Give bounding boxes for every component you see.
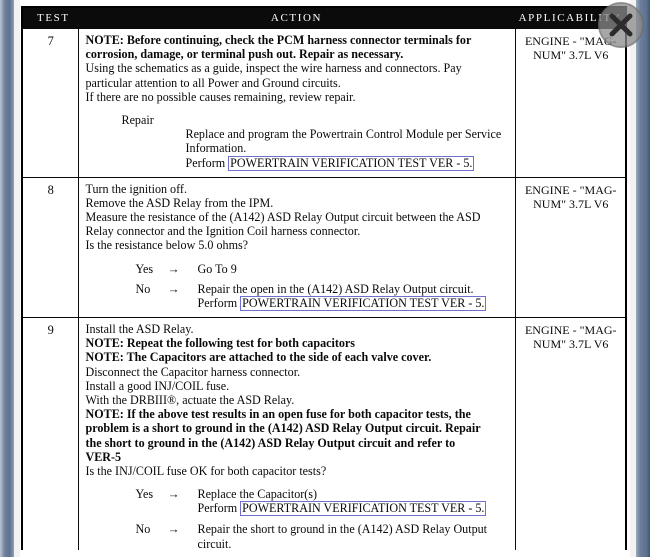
perform-label: Perform <box>197 501 238 516</box>
answer-text-block: Repair the short to ground in the (A142)… <box>198 522 509 550</box>
action-line: Disconnect the Capacitor harness connect… <box>85 364 301 379</box>
arrow-icon: → <box>167 261 180 276</box>
test-number-cell: 7 <box>21 28 79 178</box>
action-line: corrosion, damage, or terminal push out.… <box>85 47 404 62</box>
applicability-line: NUM" 3.7L V6 <box>533 197 609 212</box>
applicability-line: ENGINE - "MAG- <box>524 34 617 48</box>
perform-line: Perform POWERTRAIN VERIFICATION TEST VER… <box>185 155 509 171</box>
answer-text: Replace the Capacitor(s) <box>197 487 318 502</box>
repair-label: Repair <box>121 113 154 128</box>
action-line: If there are no possible causes remainin… <box>85 89 356 104</box>
action-line: Turn the ignition off. <box>85 181 187 196</box>
repair-line: Replace and program the Powertrain Contr… <box>185 127 502 142</box>
applicability-line: NUM" 3.7L V6 <box>533 48 609 63</box>
action-line: NOTE: If the above test results in an op… <box>85 407 471 422</box>
perform-line: Perform POWERTRAIN VERIFICATION TEST VER… <box>197 501 509 517</box>
answer-yes-row: Yes → Go To 9 <box>136 262 509 276</box>
action-line: VER-5 <box>85 449 122 464</box>
perform-label: Perform <box>185 155 226 170</box>
vertical-spacer <box>86 104 509 113</box>
action-line: Relay connector and the Ignition Coil ha… <box>85 224 361 239</box>
action-cell: Turn the ignition off. Remove the ASD Re… <box>77 176 516 319</box>
action-line: Using the schematics as a guide, inspect… <box>85 61 462 76</box>
test-number-cell: 8 <box>21 176 79 319</box>
right-margin-gap <box>630 0 636 557</box>
arrow-icon: → <box>167 281 180 296</box>
table-header: TEST ACTION APPLICABILITY <box>22 7 626 29</box>
answer-no-row: No → Repair the short to ground in the (… <box>136 522 509 550</box>
applicability-cell: ENGINE - "MAG- NUM" 3.7L V6 <box>514 176 627 319</box>
applicability-line: NUM" 3.7L V6 <box>533 337 609 352</box>
arrow-icon: → <box>167 522 180 537</box>
action-line: Is the INJ/COIL fuse OK for both capacit… <box>85 464 327 479</box>
action-line: Remove the ASD Relay from the IPM. <box>85 195 274 210</box>
applicability-line: ENGINE - "MAG- <box>524 182 617 197</box>
answer-label-yes: Yes <box>135 261 154 276</box>
action-line: With the DRBIII®, actuate the ASD Relay. <box>85 393 295 408</box>
table-header-row: TEST ACTION APPLICABILITY <box>22 7 626 29</box>
answer-label-yes: Yes <box>135 487 154 502</box>
answer-text-block: Replace the Capacitor(s) Perform POWERTR… <box>197 487 509 517</box>
scanned-page: TEST ACTION APPLICABILITY 7 NOTE: Before… <box>20 4 628 550</box>
answer-text: Repair the short to ground in the (A142)… <box>197 522 488 537</box>
answer-no-row: No → Repair the open in the (A142) ASD R… <box>135 281 509 312</box>
vertical-spacer <box>86 253 509 262</box>
test-number-cell: 9 <box>21 317 79 550</box>
vertical-spacer <box>86 478 509 487</box>
action-line: NOTE: The Capacitors are attached to the… <box>85 350 432 365</box>
answer-text-block: Repair the open in the (A142) ASD Relay … <box>197 281 509 312</box>
answer-text: circuit. <box>197 536 232 550</box>
arrow-icon: → <box>167 487 180 502</box>
table-row: 9 Install the ASD Relay. NOTE: Repeat th… <box>21 317 627 550</box>
close-icon[interactable] <box>598 2 644 48</box>
left-scroll-bar[interactable] <box>0 0 14 557</box>
answer-text: Repair the open in the (A142) ASD Relay … <box>197 281 474 296</box>
action-line: Is the resistance below 5.0 ohms? <box>85 238 249 253</box>
action-line: Install a good INJ/COIL fuse. <box>85 378 230 393</box>
answer-text: Go To 9 <box>197 261 237 276</box>
diagnostic-procedure-table: TEST ACTION APPLICABILITY 7 NOTE: Before… <box>21 6 627 550</box>
answer-label-no: No <box>135 522 151 537</box>
action-line: problem is a short to ground in the (A14… <box>85 421 481 436</box>
action-line: NOTE: Before continuing, check the PCM h… <box>85 33 472 47</box>
applicability-line: ENGINE - "MAG- <box>524 323 617 338</box>
action-line: particular attention to all Power and Gr… <box>85 75 341 90</box>
action-line: Install the ASD Relay. <box>85 322 194 337</box>
applicability-cell: ENGINE - "MAG- NUM" 3.7L V6 <box>514 317 627 550</box>
action-cell: Install the ASD Relay. NOTE: Repeat the … <box>77 317 516 550</box>
column-header-test: TEST <box>22 7 78 29</box>
answer-label-no: No <box>135 281 151 296</box>
perform-line: Perform POWERTRAIN VERIFICATION TEST VER… <box>197 296 509 312</box>
action-cell: NOTE: Before continuing, check the PCM h… <box>77 28 516 178</box>
action-line: NOTE: Repeat the following test for both… <box>85 336 356 351</box>
column-header-action: ACTION <box>78 7 515 29</box>
action-line: the short to ground in the (A142) ASD Re… <box>85 435 456 450</box>
applicability-cell: ENGINE - "MAG- NUM" 3.7L V6 <box>514 28 627 178</box>
left-margin-gap <box>14 0 20 557</box>
repair-line: Information. <box>185 141 247 156</box>
table-row: 8 Turn the ignition off. Remove the ASD … <box>21 176 627 319</box>
action-line: Measure the resistance of the (A142) ASD… <box>85 210 481 225</box>
verification-test-link[interactable]: POWERTRAIN VERIFICATION TEST VER - 5. <box>240 296 487 312</box>
right-scroll-bar[interactable] <box>636 0 650 557</box>
verification-test-link[interactable]: POWERTRAIN VERIFICATION TEST VER - 5. <box>228 155 475 171</box>
verification-test-link[interactable]: POWERTRAIN VERIFICATION TEST VER - 5. <box>240 501 487 517</box>
answer-yes-row: Yes → Replace the Capacitor(s) Perform P… <box>135 487 509 517</box>
table-row: 7 NOTE: Before continuing, check the PCM… <box>21 28 627 178</box>
perform-label: Perform <box>197 296 238 311</box>
